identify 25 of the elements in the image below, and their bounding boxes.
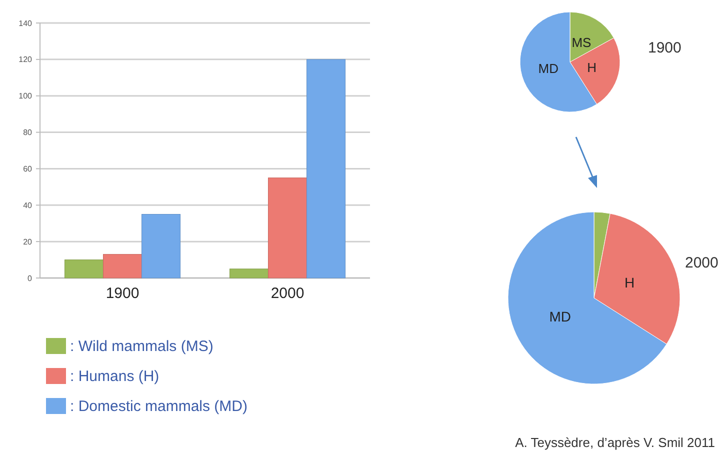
slice-label: H — [624, 274, 635, 291]
bar — [142, 214, 180, 278]
y-tick-label: 120 — [18, 55, 33, 64]
bar — [230, 268, 268, 278]
legend-label: : Wild mammals (MS) — [70, 338, 214, 355]
y-tick-label: 20 — [23, 237, 33, 246]
y-tick-label: 80 — [23, 128, 33, 138]
bar — [64, 260, 104, 278]
y-tick-label: 140 — [18, 18, 33, 28]
bar — [268, 178, 307, 278]
y-tick-label: 0 — [28, 274, 33, 283]
y-tick-label: 40 — [23, 200, 33, 210]
slice-label: H — [587, 60, 596, 76]
bar — [306, 59, 346, 278]
text: 2000 — [685, 254, 718, 272]
legend-label: : Humans (H) — [70, 368, 160, 385]
y-tick-label: 60 — [23, 164, 33, 174]
slice-label: MD — [549, 308, 571, 325]
slice-label: MS — [572, 35, 592, 50]
y-tick-label: 100 — [18, 92, 33, 101]
text: 1900 — [648, 39, 682, 56]
bar — [103, 254, 142, 278]
legend-label: : Domestic mammals (MD) — [70, 398, 248, 415]
slice-label: MD — [538, 60, 559, 76]
text: A. Teyssèdre, d’après V. Smil 2011 — [515, 435, 715, 450]
